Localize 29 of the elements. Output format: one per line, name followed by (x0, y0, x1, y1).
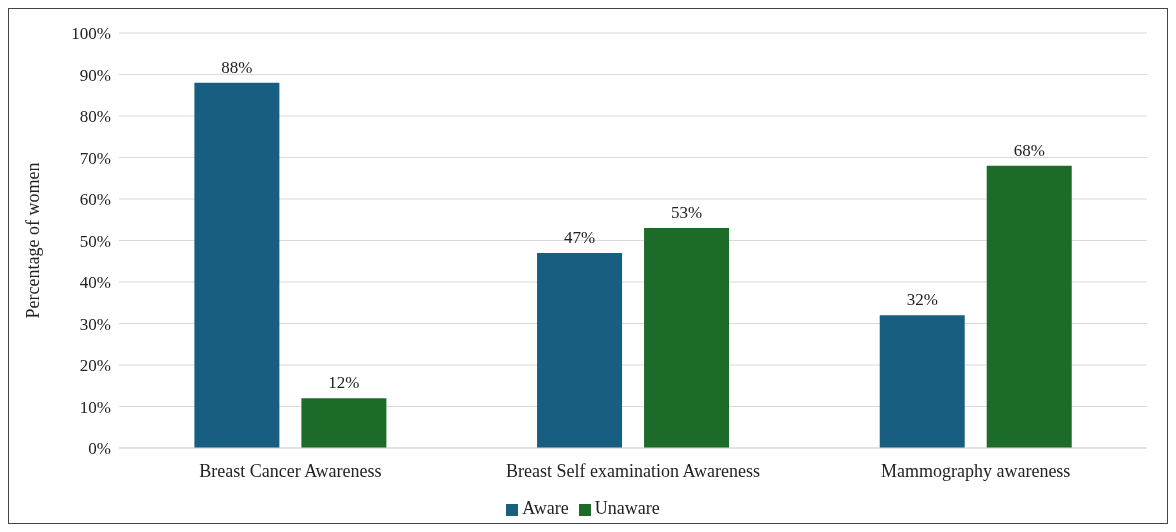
x-tick-label: Mammography awareness (880, 460, 1071, 481)
y-tick-label: 50% (79, 231, 111, 251)
y-tick-label: 90% (79, 65, 111, 85)
x-tick-label: Breast Self examination Awareness (506, 460, 760, 481)
data-label: 68% (1013, 140, 1045, 160)
y-tick-label: 70% (79, 148, 111, 168)
legend-label: Aware (522, 498, 569, 518)
bar (301, 398, 387, 448)
y-tick-label: 60% (79, 190, 111, 210)
y-tick-label: 20% (79, 356, 111, 376)
bar (879, 315, 965, 448)
y-axis-title: Percentage of women (23, 162, 44, 319)
bar (644, 228, 730, 448)
y-tick-label: 10% (79, 397, 111, 417)
data-label: 32% (906, 290, 938, 310)
legend-label: Unaware (594, 498, 660, 518)
y-tick-label: 30% (79, 314, 111, 334)
data-label: 88% (221, 57, 253, 77)
data-label: 12% (328, 373, 360, 393)
y-tick-label: 40% (79, 273, 111, 293)
bar (537, 252, 623, 448)
bar (194, 82, 280, 448)
x-tick-label: Breast Cancer Awareness (199, 460, 382, 481)
y-tick-label: 80% (79, 107, 111, 127)
bar (986, 165, 1072, 448)
y-tick-label: 100% (71, 24, 111, 44)
data-label: 53% (670, 203, 703, 223)
y-tick-label: 0% (88, 439, 111, 459)
data-label: 47% (563, 227, 596, 247)
